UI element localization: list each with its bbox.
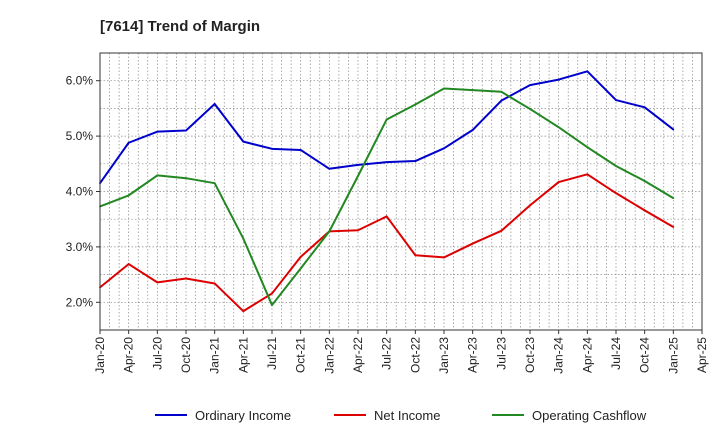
x-tick-label: Jan-23	[437, 337, 451, 374]
x-tick-label: Jul-21	[265, 337, 279, 370]
chart-title: [7614] Trend of Margin	[100, 18, 260, 35]
data-point-ordinary-income	[672, 128, 675, 131]
data-point-net-income	[242, 310, 245, 313]
x-tick-label: Apr-21	[236, 337, 250, 373]
data-point-ordinary-income	[557, 78, 560, 81]
data-point-operating-cashflow	[242, 237, 245, 240]
y-tick-label: 6.0%	[66, 74, 94, 88]
x-tick-label: Apr-25	[695, 337, 709, 373]
x-tick-label: Jan-22	[322, 337, 336, 374]
data-point-operating-cashflow	[357, 175, 359, 177]
data-point-net-income	[500, 229, 503, 232]
data-point-operating-cashflow	[156, 174, 159, 177]
data-point-net-income	[357, 229, 359, 232]
x-tick-label: Oct-24	[638, 337, 652, 373]
data-point-ordinary-income	[271, 147, 273, 150]
data-point-ordinary-income	[242, 140, 245, 143]
data-point-net-income	[213, 282, 216, 285]
data-point-ordinary-income	[127, 141, 130, 144]
data-point-operating-cashflow	[213, 182, 216, 185]
data-point-operating-cashflow	[127, 194, 130, 197]
x-tick-label: Jan-20	[93, 337, 107, 374]
data-point-ordinary-income	[156, 130, 159, 133]
data-point-operating-cashflow	[643, 180, 646, 182]
y-tick-label: 2.0%	[66, 295, 94, 309]
data-point-operating-cashflow	[185, 177, 187, 180]
data-point-ordinary-income	[643, 106, 646, 109]
y-axis: 2.0% 3.0% 4.0% 5.0% 6.0%	[66, 74, 100, 309]
grid-lines	[100, 53, 702, 330]
data-point-net-income	[443, 256, 445, 259]
data-point-ordinary-income	[443, 147, 445, 150]
x-tick-label: Oct-20	[179, 337, 193, 373]
series-layer	[99, 70, 675, 313]
data-point-operating-cashflow	[385, 118, 388, 121]
data-point-ordinary-income	[357, 164, 359, 166]
data-point-ordinary-income	[615, 99, 617, 101]
data-point-operating-cashflow	[557, 126, 560, 129]
data-point-net-income	[529, 204, 531, 207]
x-tick-label: Oct-22	[408, 337, 422, 373]
data-point-operating-cashflow	[529, 108, 531, 110]
data-point-net-income	[586, 173, 589, 176]
data-point-operating-cashflow	[414, 103, 417, 106]
y-tick-label: 5.0%	[66, 129, 94, 143]
data-point-net-income	[156, 281, 159, 284]
data-point-operating-cashflow	[299, 267, 302, 270]
x-tick-label: Apr-22	[351, 337, 365, 373]
data-point-operating-cashflow	[586, 146, 589, 149]
legend-label-net-income: Net Income	[374, 408, 440, 423]
data-point-ordinary-income	[500, 99, 503, 102]
data-point-net-income	[385, 215, 388, 218]
legend-label-operating-cashflow: Operating Cashflow	[532, 408, 647, 423]
y-tick-label: 3.0%	[66, 240, 94, 254]
x-tick-label: Jan-21	[208, 337, 222, 374]
data-point-net-income	[414, 254, 417, 257]
data-point-operating-cashflow	[271, 304, 273, 306]
data-point-ordinary-income	[299, 149, 302, 151]
x-tick-label: Jul-20	[150, 337, 164, 370]
data-point-ordinary-income	[471, 129, 474, 131]
data-point-ordinary-income	[328, 167, 331, 170]
x-tick-label: Apr-23	[466, 337, 480, 373]
data-point-net-income	[127, 263, 130, 265]
data-point-ordinary-income	[586, 70, 589, 73]
x-tick-label: Jul-24	[609, 337, 623, 370]
x-tick-label: Jul-23	[494, 337, 508, 370]
x-tick-label: Apr-24	[580, 337, 594, 373]
x-tick-label: Oct-21	[294, 337, 308, 373]
legend: Ordinary Income Net Income Operating Cashf…	[155, 408, 647, 423]
data-point-operating-cashflow	[615, 165, 617, 167]
data-point-operating-cashflow	[443, 87, 445, 90]
data-point-net-income	[271, 292, 273, 295]
data-point-ordinary-income	[213, 103, 216, 105]
data-point-net-income	[672, 226, 675, 228]
x-tick-label: Jan-24	[552, 337, 566, 374]
x-tick-label: Jan-25	[666, 337, 680, 374]
data-point-ordinary-income	[185, 129, 187, 132]
x-axis: Jan-20 Apr-20 Jul-20 Oct-20 Jan-21 Apr-21 Jul-…	[93, 330, 709, 374]
data-point-operating-cashflow	[328, 230, 331, 233]
x-tick-label: Apr-20	[122, 337, 136, 373]
data-point-net-income	[643, 209, 646, 212]
data-point-net-income	[299, 255, 302, 258]
x-tick-label: Oct-23	[523, 337, 537, 373]
data-point-ordinary-income	[414, 160, 417, 162]
data-point-net-income	[471, 242, 474, 245]
data-point-net-income	[615, 192, 617, 195]
data-point-operating-cashflow	[500, 90, 503, 93]
data-point-net-income	[557, 181, 560, 183]
x-tick-label: Jul-22	[380, 337, 394, 370]
data-point-net-income	[185, 277, 187, 280]
data-point-operating-cashflow	[672, 197, 675, 200]
legend-label-ordinary-income: Ordinary Income	[195, 408, 291, 423]
data-point-operating-cashflow	[471, 89, 474, 92]
data-point-ordinary-income	[385, 161, 388, 164]
y-tick-label: 4.0%	[66, 185, 94, 199]
data-point-ordinary-income	[529, 84, 531, 87]
